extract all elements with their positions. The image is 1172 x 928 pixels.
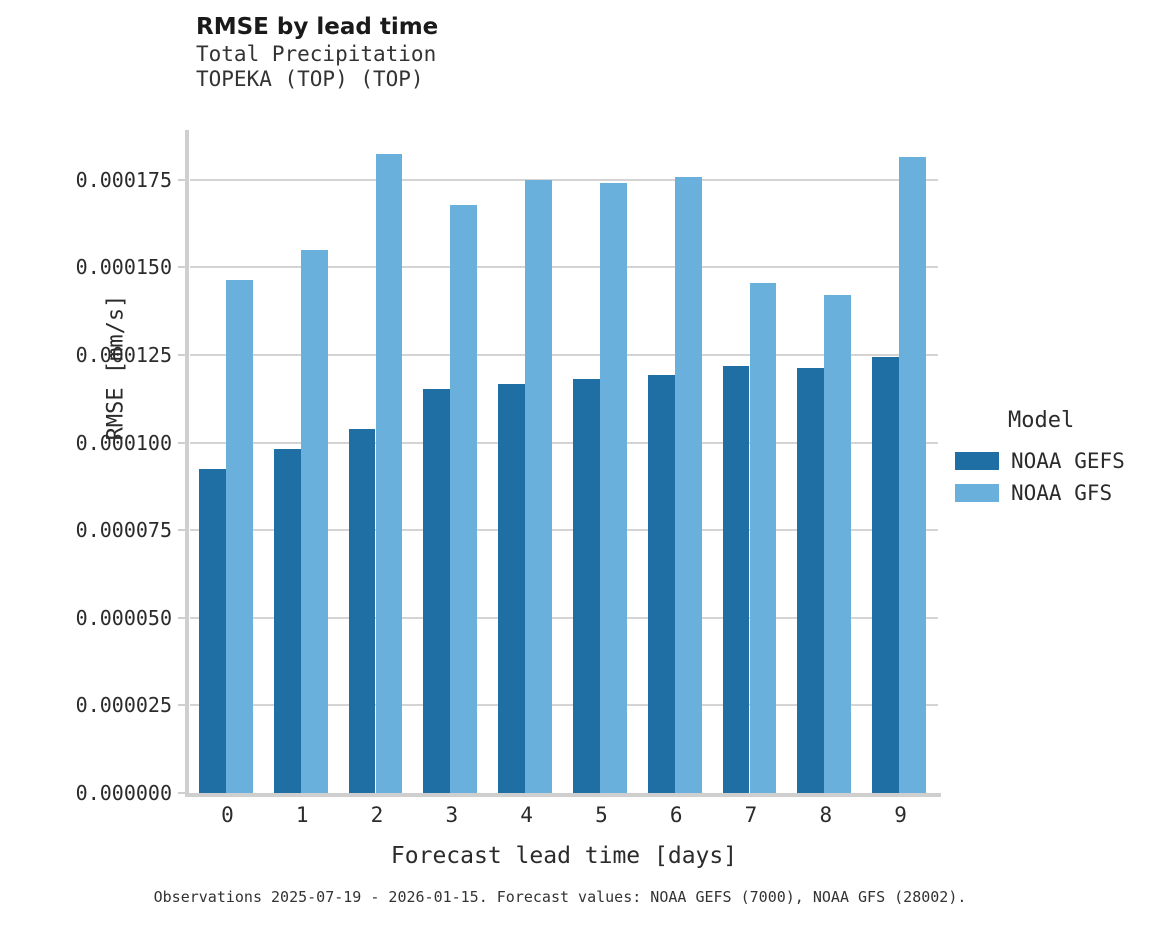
x-tick-label: 8 (819, 803, 833, 827)
gridline (190, 529, 938, 532)
y-tick-mark (178, 266, 186, 269)
chart-subtitle-variable: Total Precipitation (196, 42, 437, 66)
y-tick-mark (178, 354, 186, 356)
y-tick-label: 0.000075 (75, 518, 172, 543)
bar-noaa-gefs-day-0[interactable] (198, 468, 226, 793)
plot-inner (190, 136, 938, 793)
y-tick-mark (178, 178, 186, 181)
x-tick-label: 2 (370, 803, 384, 827)
legend-item-noaa-gfs[interactable]: NOAA GFS (955, 477, 1165, 509)
x-tick-label: 6 (669, 803, 683, 827)
y-axis-spine (185, 130, 189, 793)
legend: Model NOAA GEFS NOAA GFS (955, 408, 1165, 509)
legend-label: NOAA GFS (1011, 481, 1113, 505)
gridline (190, 266, 938, 269)
bar-noaa-gfs-day-7[interactable] (749, 282, 777, 793)
bar-noaa-gefs-day-5[interactable] (572, 378, 600, 793)
legend-label: NOAA GEFS (1011, 449, 1125, 473)
x-axis-tick-labels: 0 1 2 3 4 5 6 7 8 9 (190, 803, 938, 833)
bar-noaa-gefs-day-4[interactable] (498, 384, 526, 793)
y-tick-label: 0.000175 (75, 167, 172, 192)
bar-noaa-gfs-day-5[interactable] (599, 182, 627, 793)
gridline (190, 704, 938, 707)
bar-noaa-gfs-day-0[interactable] (225, 280, 253, 793)
bar-noaa-gefs-day-6[interactable] (647, 375, 675, 793)
bar-noaa-gfs-day-6[interactable] (674, 177, 702, 793)
bar-noaa-gfs-day-1[interactable] (300, 249, 328, 793)
bar-noaa-gefs-day-2[interactable] (348, 429, 376, 793)
x-tick-label: 1 (295, 803, 309, 827)
legend-title: Model (1008, 408, 1075, 433)
bar-noaa-gefs-day-1[interactable] (273, 448, 301, 793)
title-block: RMSE by lead time Total Precipitation TO… (196, 12, 438, 92)
y-tick-mark (178, 441, 186, 444)
bar-noaa-gefs-day-9[interactable] (872, 357, 900, 793)
bar-noaa-gefs-day-8[interactable] (797, 368, 825, 793)
bar-noaa-gefs-day-7[interactable] (722, 366, 750, 793)
legend-swatch-icon (955, 484, 999, 502)
legend-swatch-icon (955, 452, 999, 470)
y-tick-label: 0.000125 (75, 343, 172, 367)
y-tick-mark (178, 529, 186, 532)
y-tick-label: 0.000100 (75, 430, 172, 455)
bar-noaa-gefs-day-3[interactable] (423, 389, 451, 793)
y-axis-title: RMSE [mm/s] (103, 294, 129, 441)
footer-note: Observations 2025-07-19 - 2026-01-15. Fo… (153, 888, 967, 906)
y-tick-mark (178, 704, 186, 707)
x-tick-label: 9 (894, 803, 907, 827)
gridline (190, 354, 938, 356)
bar-noaa-gfs-day-3[interactable] (450, 205, 478, 793)
y-tick-label: 0.000050 (75, 605, 172, 630)
bar-noaa-gfs-day-9[interactable] (899, 157, 927, 793)
page-title: RMSE by lead time (196, 14, 439, 40)
bar-noaa-gfs-day-4[interactable] (525, 180, 553, 793)
legend-item-noaa-gefs[interactable]: NOAA GEFS (955, 445, 1165, 477)
gridline (190, 441, 938, 444)
y-tick-label: 0.000000 (75, 781, 172, 805)
x-tick-label: 5 (595, 803, 608, 827)
bar-noaa-gfs-day-2[interactable] (375, 153, 403, 793)
x-axis-title: Forecast lead time [days] (390, 843, 738, 869)
chart-subtitle-station: TOPEKA (TOP) (TOP) (196, 67, 424, 91)
x-axis-spine (185, 793, 941, 797)
bar-noaa-gfs-day-8[interactable] (824, 294, 852, 793)
y-axis-tick-labels: 0.000000 0.000025 0.000050 0.000075 0.000100… (0, 136, 172, 805)
y-tick-mark (178, 792, 186, 794)
y-tick-mark (178, 616, 186, 619)
x-tick-label: 7 (744, 803, 758, 827)
gridline (190, 178, 938, 181)
y-tick-label: 0.000150 (75, 255, 172, 280)
gridline (190, 616, 938, 619)
plot-area (178, 130, 941, 797)
x-tick-label: 3 (445, 803, 459, 827)
legend-rows: NOAA GEFS NOAA GFS (955, 445, 1165, 509)
x-tick-label: 4 (520, 803, 533, 827)
x-tick-label: 0 (221, 803, 234, 827)
y-tick-label: 0.000025 (75, 693, 172, 718)
